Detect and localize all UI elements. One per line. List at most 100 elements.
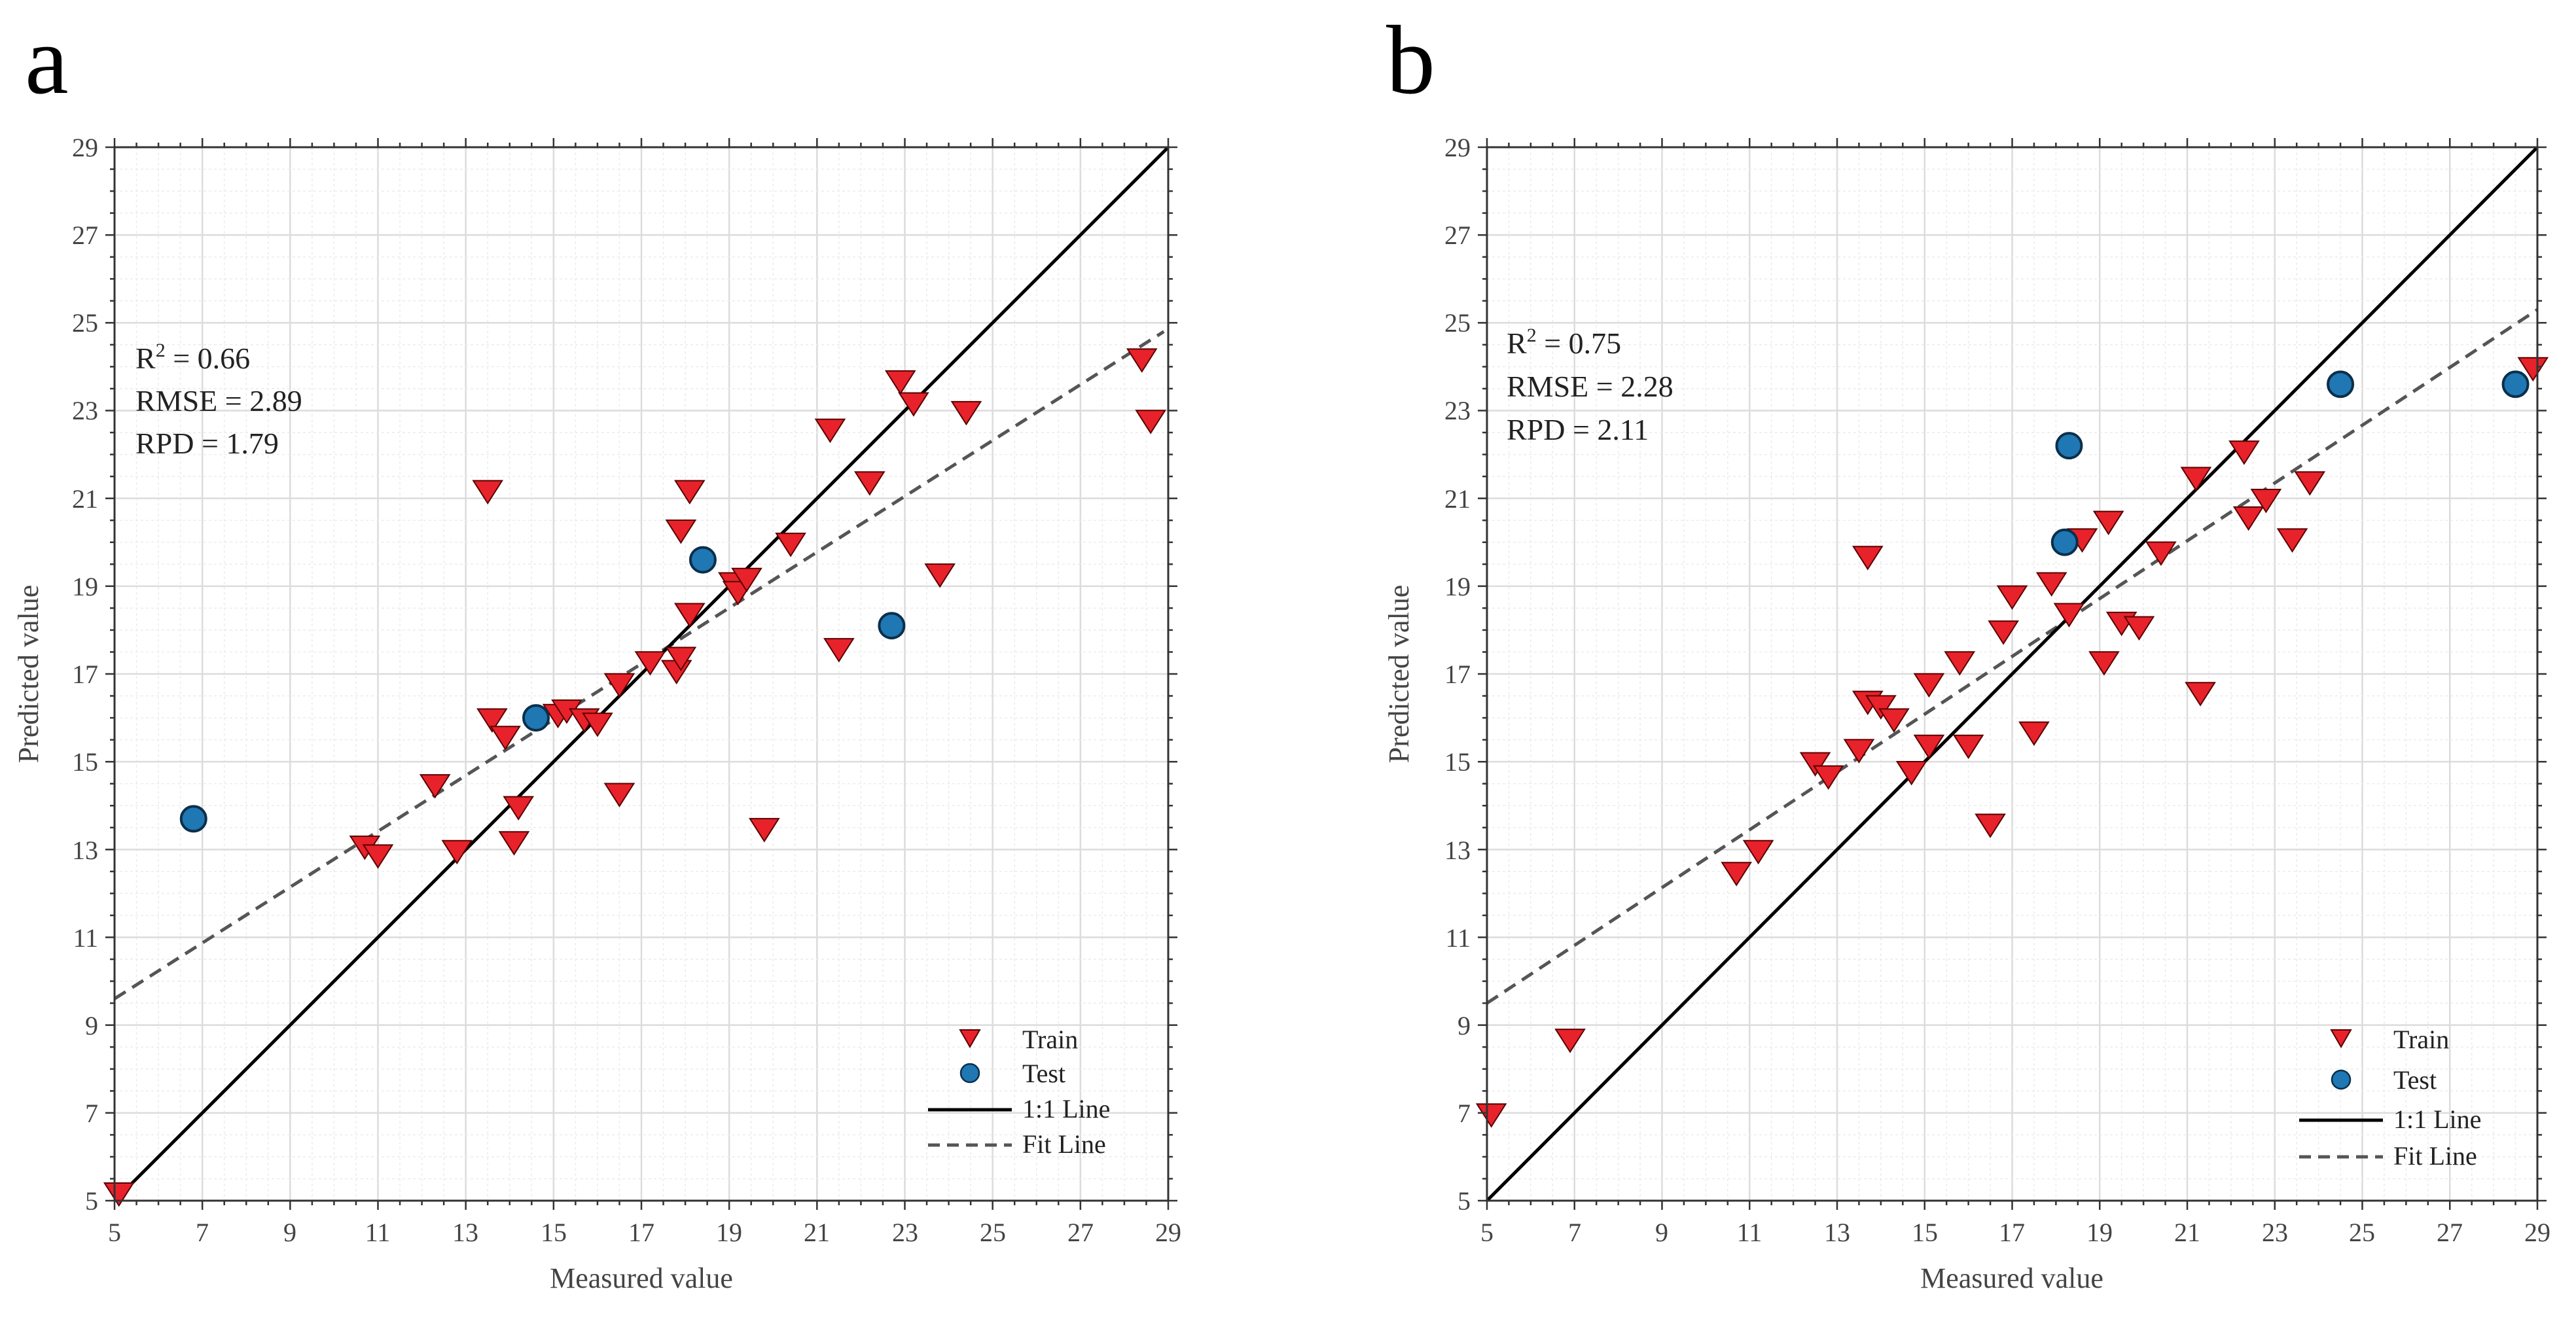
test-point (2327, 370, 2355, 398)
r2-superscript: 2 (1527, 325, 1537, 346)
x-tick-label: 9 (283, 1218, 296, 1247)
train-point (2092, 510, 2124, 535)
x-tick-label: 29 (1155, 1218, 1181, 1247)
train-point (749, 818, 780, 843)
train-point (582, 713, 613, 737)
y-tick-label: 23 (72, 396, 98, 425)
train-point (2185, 682, 2216, 707)
train-point (673, 603, 706, 627)
train-point (814, 418, 846, 444)
y-tick-label: 15 (72, 747, 98, 777)
train-point (1944, 651, 1976, 676)
train-point (665, 519, 697, 544)
y-tick-label: 13 (1444, 836, 1471, 865)
train-point (731, 567, 762, 593)
x-tick-label: 29 (2524, 1218, 2550, 1247)
x-tick-labels-a: 5 7 9 11 13 15 17 19 21 23 25 27 29 (108, 1218, 1181, 1247)
x-tick-label: 17 (1999, 1218, 2025, 1247)
test-point (2050, 528, 2079, 556)
train-point (103, 1182, 135, 1207)
y-tick-label: 11 (1445, 923, 1471, 953)
points-b (1475, 357, 2549, 1128)
test-point (179, 805, 207, 833)
panel-a: a 5 7 9 11 13 15 17 19 21 23 25 27 29 5 … (12, 6, 1181, 1294)
r2-prefix: R (135, 342, 156, 375)
train-point (1913, 734, 1945, 760)
y-tick-label: 11 (73, 923, 98, 953)
x-tick-labels-b: 5 7 9 11 13 15 17 19 21 23 25 27 29 (1480, 1218, 2550, 1247)
panel-b: b 5 7 9 11 13 15 17 19 21 23 25 27 29 5 … (1383, 6, 2550, 1294)
train-point (854, 471, 885, 496)
y-tick-label: 15 (1444, 747, 1471, 777)
one-to-one-line-b (1486, 146, 2539, 1202)
one-to-one-line (1486, 146, 2539, 1202)
train-point (1843, 739, 1875, 764)
train-point (503, 796, 534, 821)
train-point (2294, 471, 2326, 496)
train-point (472, 480, 504, 505)
train-point (1975, 813, 2006, 838)
train-point (498, 831, 530, 856)
x-tick-label: 15 (541, 1218, 567, 1247)
rpd-stat: RPD = 2.11 (1507, 413, 1649, 446)
legend-train-marker (2330, 1029, 2352, 1049)
train-point (2228, 440, 2260, 465)
legend-test-marker (959, 1063, 980, 1084)
x-tick-label: 11 (1737, 1218, 1762, 1247)
x-tick-label: 19 (2086, 1218, 2113, 1247)
train-point (441, 839, 473, 865)
y-tick-label: 25 (1444, 308, 1471, 338)
train-point (2145, 541, 2177, 566)
points-a (103, 348, 1166, 1207)
legend-a: Train Test 1:1 Line Fit Line (928, 1025, 1110, 1159)
train-point (2123, 616, 2155, 641)
x-tick-label: 27 (2437, 1218, 2463, 1247)
r2-value: = 0.75 (1537, 327, 1621, 360)
x-tick-label: 13 (1824, 1218, 1850, 1247)
y-tick-label: 7 (85, 1099, 98, 1128)
train-point (1996, 585, 2028, 610)
train-point (2035, 572, 2067, 597)
train-point (2018, 721, 2050, 746)
panel-label-b: b (1386, 6, 1435, 115)
y-tick-label: 17 (1444, 660, 1471, 689)
test-point (878, 612, 906, 640)
test-point (2501, 370, 2530, 398)
x-tick-label: 13 (452, 1218, 478, 1247)
panel-label-a: a (25, 6, 69, 115)
test-point (522, 704, 550, 732)
train-point (823, 638, 855, 663)
train-point (2088, 651, 2120, 676)
r2-stat: R2 = 0.75 (1507, 325, 1621, 360)
legend-train-label: Train (1022, 1025, 1078, 1054)
train-point (1851, 546, 1884, 571)
legend-one-to-one-label: 1:1 Line (1022, 1094, 1110, 1123)
train-point (1812, 765, 1844, 790)
fit-line (1486, 308, 2539, 1005)
train-point (2232, 506, 2264, 531)
train-point (1913, 673, 1945, 698)
train-point (898, 392, 929, 417)
y-tick-label: 19 (72, 572, 98, 601)
y-tick-label: 27 (72, 221, 98, 250)
x-tick-label: 15 (1912, 1218, 1938, 1247)
x-tick-label: 5 (108, 1218, 121, 1247)
train-point (1952, 734, 1984, 760)
test-point (2055, 432, 2083, 460)
y-tick-label: 7 (1458, 1099, 1471, 1128)
one-to-one-line-a (113, 146, 1170, 1202)
y-tick-label: 27 (1444, 221, 1471, 250)
y-tick-label: 23 (1444, 396, 1471, 425)
train-point (2053, 603, 2085, 627)
y-tick-labels-b: 5 7 9 11 13 15 17 19 21 23 25 27 29 (1444, 133, 1471, 1216)
x-tick-label: 9 (1655, 1218, 1668, 1247)
legend-train-label: Train (2393, 1025, 2449, 1054)
y-tick-label: 25 (72, 308, 98, 338)
train-point (2517, 357, 2549, 382)
x-tick-label: 23 (892, 1218, 918, 1247)
one-to-one-line (113, 146, 1170, 1202)
train-point (665, 646, 697, 671)
x-axis-title-a: Measured value (550, 1262, 733, 1294)
train-point (476, 708, 508, 733)
